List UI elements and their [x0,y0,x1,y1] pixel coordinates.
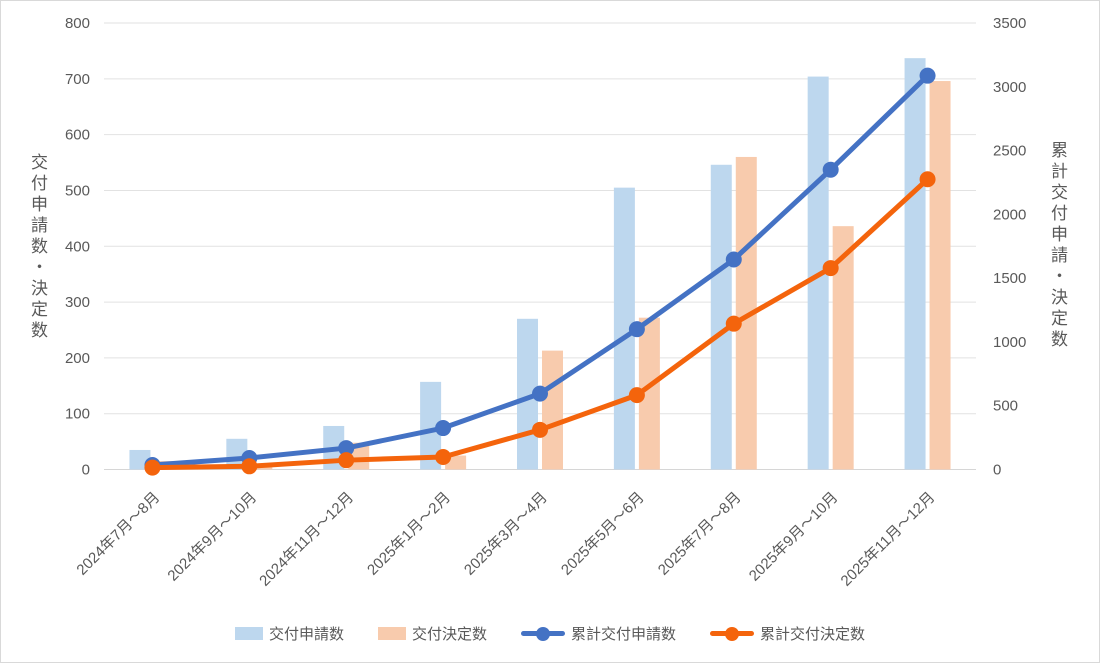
marker-累計交付決定数 [144,459,161,476]
x-axis-category-label: 2024年7月〜8月 [73,489,163,579]
bar-swatch-icon [234,627,263,640]
x-axis-category-label: 2025年11月〜12月 [838,489,939,590]
bar-交付決定数 [929,81,951,470]
bar-交付申請数 [710,164,732,470]
left-axis-title: 交付申請数・決定数 [28,153,47,342]
marker-累計交付決定数 [532,421,548,438]
legend-label: 交付決定数 [411,626,487,643]
right-axis-title: 累計交付申請・決定数 [1048,141,1067,351]
x-axis-category-label: 2025年5月〜6月 [558,489,648,579]
right-axis-tick-label: 1500 [993,270,1026,287]
left-axis-tick-label: 0 [82,462,90,479]
left-axis-tick-label: 400 [65,238,90,255]
right-axis-tick-label: 2500 [993,143,1026,160]
legend-item-cumulative-applications-line: 累計交付申請数 [521,623,676,644]
left-axis-tick-label: 500 [65,182,90,199]
bar-交付申請数 [226,438,248,470]
x-axis-category-label: 2025年1月〜2月 [364,489,454,579]
left-axis-tick-label: 700 [65,71,90,88]
bar-交付申請数 [904,58,926,470]
marker-累計交付申請数 [919,67,936,84]
line-marker-swatch-icon [521,626,565,641]
bar-交付決定数 [638,317,660,470]
marker-累計交付決定数 [919,171,936,188]
right-axis-tick-label: 3500 [993,15,1026,32]
marker-累計交付申請数 [435,420,452,437]
bar-交付決定数 [735,156,757,470]
left-axis-tick-label: 200 [65,350,90,367]
marker-累計交付申請数 [725,251,742,268]
right-axis-tick-label: 3000 [993,79,1026,96]
bar-交付決定数 [832,226,854,470]
left-axis-tick-label: 300 [65,294,90,311]
marker-累計交付決定数 [628,387,645,404]
legend-item-cumulative-decisions-line: 累計交付決定数 [710,623,865,644]
x-axis-category-label: 2025年3月〜4月 [461,489,551,579]
bar-交付申請数 [420,381,442,470]
x-axis-category-label: 2025年9月〜10月 [746,489,842,585]
marker-累計交付決定数 [241,458,258,475]
marker-累計交付申請数 [532,385,548,402]
chart-legend: 交付申請数 交付決定数 累計交付申請数 累計交付決定数 [1,623,1099,644]
right-axis-tick-label: 1000 [993,334,1026,351]
x-axis-category-label: 2025年7月〜8月 [655,489,745,579]
right-axis-tick-label: 2000 [993,206,1026,223]
legend-label: 交付申請数 [268,626,344,643]
marker-累計交付決定数 [822,260,839,277]
right-axis-tick-label: 0 [993,462,1001,479]
right-axis-tick-label: 500 [993,398,1018,415]
legend-label: 累計交付申請数 [571,626,677,643]
marker-累計交付申請数 [628,321,645,338]
marker-累計交付決定数 [435,448,452,465]
bar-swatch-icon [377,627,406,640]
marker-累計交付申請数 [822,161,839,178]
x-axis-category-label: 2024年9月〜10月 [164,489,260,585]
marker-累計交付申請数 [338,440,355,457]
x-axis-category-label: 2024年11月〜12月 [256,489,357,590]
legend-label: 累計交付決定数 [760,626,866,643]
legend-item-applications-bar: 交付申請数 [234,623,344,644]
legend-item-decisions-bar: 交付決定数 [377,623,487,644]
bar-交付決定数 [542,350,563,470]
line-marker-swatch-icon [710,626,755,641]
marker-累計交付決定数 [725,315,742,332]
left-axis-tick-label: 800 [65,15,90,32]
left-axis-tick-label: 600 [65,127,90,144]
marker-累計交付決定数 [338,452,355,469]
left-axis-tick-label: 100 [65,406,90,423]
